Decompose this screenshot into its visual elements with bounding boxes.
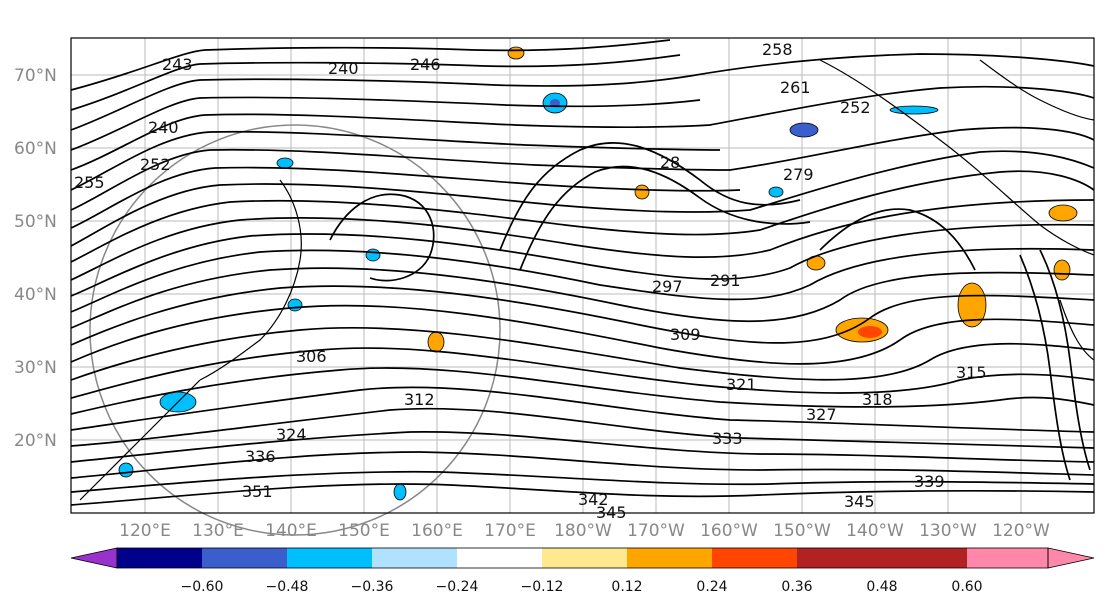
lon-label: 120°E — [119, 521, 171, 541]
lon-label: 170°E — [484, 521, 536, 541]
contour-label: 321 — [726, 375, 757, 394]
contour-label: 312 — [404, 390, 435, 409]
colorbar-tick: −0.48 — [266, 579, 309, 595]
lon-label: 120°W — [992, 521, 1050, 541]
colorbar-tick: 0.36 — [781, 579, 812, 595]
anomaly-patch-strong-negative — [550, 99, 560, 107]
theta-e-contours — [70, 39, 1095, 506]
contour-label: 297 — [652, 277, 683, 296]
lat-label: 30°N — [14, 358, 57, 378]
longitude-axis: 120°E 130°E 140°E 150°E 160°E 170°E 180°… — [119, 521, 1050, 541]
contour-label: 345 — [844, 492, 875, 511]
anomaly-patch-strong-positive — [858, 326, 882, 338]
colorbar-segment — [117, 548, 202, 568]
contour-label: 28 — [660, 153, 680, 172]
anomaly-patch-strong-negative — [789, 122, 819, 138]
colorbar-tick: −0.12 — [521, 579, 564, 595]
contour-label: 261 — [780, 78, 811, 97]
contour-label: 252 — [140, 155, 171, 174]
anomaly-patch-positive — [427, 331, 445, 353]
lat-label: 60°N — [14, 139, 57, 159]
colorbar-tick: −0.24 — [436, 579, 479, 595]
colorbar-tick: 0.24 — [696, 579, 727, 595]
colorbar-segment — [372, 548, 457, 568]
lon-label: 130°E — [192, 521, 244, 541]
colorbar-segment — [797, 548, 882, 568]
contour-label: 255 — [74, 173, 105, 192]
colorbar-segment — [202, 548, 287, 568]
contour-label: 279 — [783, 165, 814, 184]
lon-label: 130°W — [919, 521, 977, 541]
coastlines — [79, 59, 1095, 501]
contour-label: 351 — [242, 482, 273, 501]
contour-label: 291 — [710, 271, 741, 290]
contour-label: 324 — [276, 425, 307, 444]
map-frame — [70, 37, 1095, 514]
colorbar-extend-high — [1047, 547, 1095, 569]
colorbar-segment — [457, 548, 542, 568]
lat-label: 40°N — [14, 285, 57, 305]
contour-label: 339 — [914, 472, 945, 491]
anomaly-patch-negative — [889, 105, 939, 115]
anomaly-patch-negative — [393, 483, 407, 501]
contour-label: 315 — [956, 363, 987, 382]
anomaly-patch-negative — [768, 186, 784, 198]
anomaly-patch-negative — [276, 157, 294, 169]
lon-label: 160°W — [700, 521, 758, 541]
colorbar: −0.60 −0.48 −0.36 −0.24 −0.12 0.12 0.24 … — [70, 547, 1095, 595]
contour-label: 243 — [162, 55, 193, 74]
contour-label: 327 — [806, 405, 837, 424]
contour-label: 309 — [670, 325, 701, 344]
colorbar-extend-low — [70, 547, 118, 569]
anomaly-patch-positive — [507, 46, 525, 60]
lon-label: 180°W — [554, 521, 612, 541]
contour-label: 333 — [712, 429, 743, 448]
anomaly-patch-positive — [1048, 204, 1078, 222]
lat-label: 20°N — [14, 431, 57, 451]
contour-label: 258 — [762, 40, 793, 59]
lon-label: 160°E — [411, 521, 463, 541]
anomaly-patch-negative — [287, 298, 303, 312]
colorbar-segment — [712, 548, 797, 568]
contour-label: 342 — [578, 490, 609, 509]
anomaly-patch-positive — [957, 282, 987, 328]
lon-label: 150°E — [338, 521, 390, 541]
lon-label: 140°E — [265, 521, 317, 541]
colorbar-tick: −0.36 — [351, 579, 394, 595]
lat-label: 50°N — [14, 212, 57, 232]
lon-label: 140°W — [846, 521, 904, 541]
lon-label: 170°W — [627, 521, 685, 541]
anomaly-patch-negative — [118, 462, 134, 478]
anomaly-patch-positive — [634, 184, 650, 200]
contour-label: 252 — [840, 98, 871, 117]
contour-label: 246 — [410, 55, 441, 74]
colorbar-tick: −0.60 — [181, 579, 224, 595]
colorbar-segment — [627, 548, 712, 568]
anomaly-patch-negative — [365, 248, 381, 262]
colorbar-segment — [967, 548, 1048, 568]
contour-label: 318 — [862, 390, 893, 409]
contour-label: 240 — [328, 59, 359, 78]
colorbar-segment — [287, 548, 372, 568]
colorbar-segment — [542, 548, 627, 568]
colorbar-tick: 0.60 — [951, 579, 982, 595]
colorbar-tick: 0.48 — [866, 579, 897, 595]
latitude-axis: 70°N 60°N 50°N 40°N 30°N 20°N — [14, 66, 57, 451]
contour-label: 306 — [296, 347, 327, 366]
contour-label: 240 — [148, 118, 179, 137]
anomaly-shading — [118, 46, 1078, 501]
lat-label: 70°N — [14, 66, 57, 86]
pc-region-circle — [89, 124, 501, 536]
lon-label: 150°W — [773, 521, 831, 541]
contour-label: 336 — [245, 447, 276, 466]
colorbar-tick: 0.12 — [611, 579, 642, 595]
colorbar-outline — [116, 547, 1049, 569]
anomaly-patch-positive — [1053, 259, 1071, 281]
colorbar-segment — [882, 548, 967, 568]
